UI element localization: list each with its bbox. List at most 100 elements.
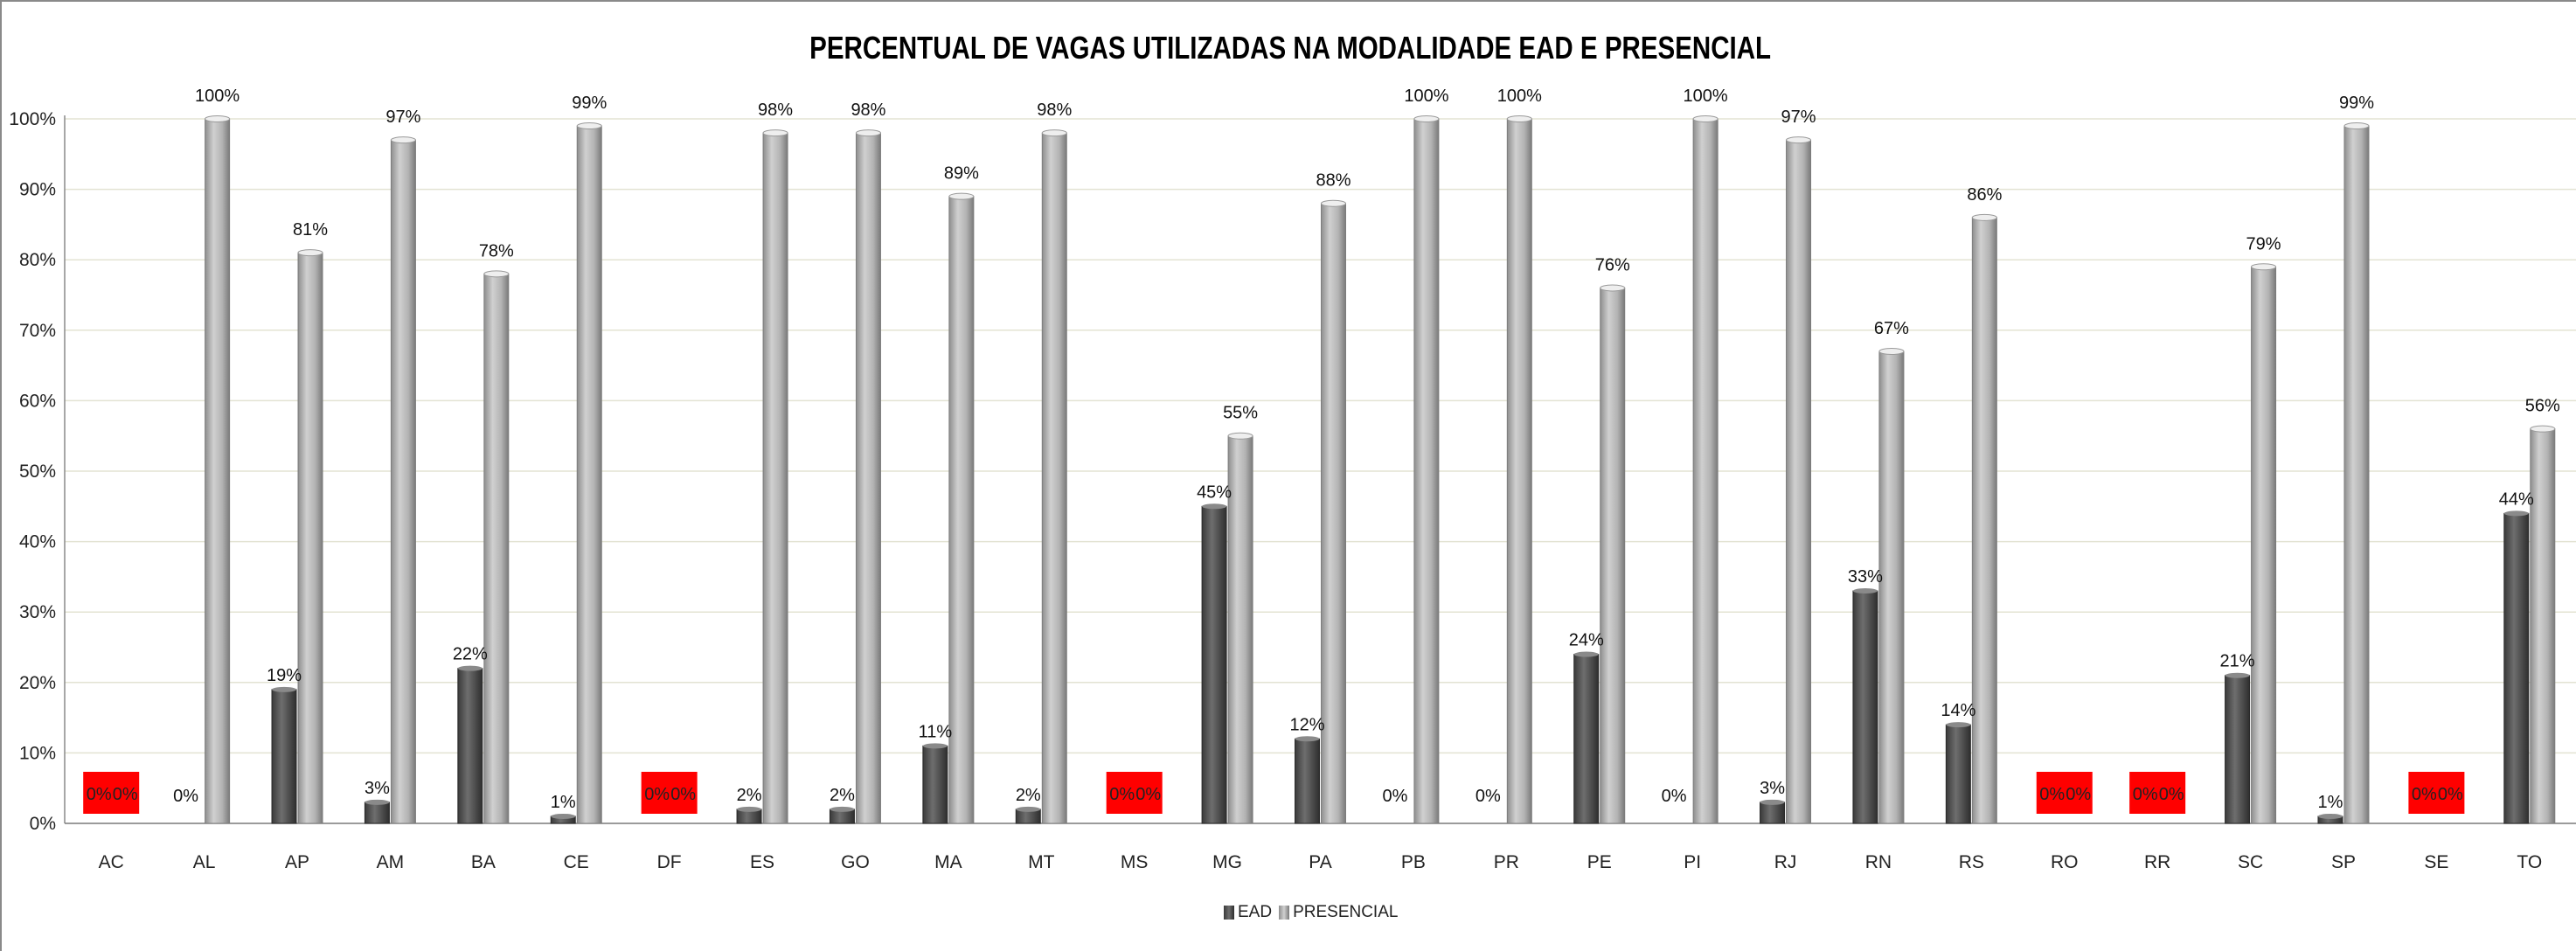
zero-highlight-box — [83, 772, 140, 814]
ead-value-label: 12% — [1289, 715, 1324, 734]
presencial-bar-cap — [762, 129, 788, 137]
ead-bar-cap — [2503, 510, 2529, 517]
ead-bar — [1945, 724, 1971, 824]
ead-value-label: 3% — [1760, 779, 1785, 798]
ead-value-label: 19% — [267, 666, 302, 685]
presencial-bar-cap — [297, 249, 323, 257]
x-tick-label: BA — [471, 852, 496, 872]
zero-highlight-box — [2036, 772, 2093, 814]
presencial-bar — [1600, 287, 1626, 824]
zero-highlight-box — [1106, 772, 1163, 814]
presencial-bar-cap — [2530, 425, 2556, 433]
presencial-value-label: 67% — [1874, 319, 1909, 338]
x-tick-label: AM — [377, 852, 405, 872]
presencial-value-label: 100% — [195, 87, 240, 106]
presencial-bar — [205, 118, 231, 824]
y-tick-label: 20% — [19, 673, 56, 693]
ead-bar — [457, 668, 483, 824]
ead-bar-cap — [365, 799, 390, 805]
ead-bar-cap — [2317, 813, 2343, 819]
presencial-bar-cap — [948, 192, 975, 200]
chart-title: PERCENTUAL DE VAGAS UTILIZADAS NA MODALI… — [809, 30, 1772, 66]
ead-bar-cap — [1295, 736, 1320, 742]
y-tick-label: 50% — [19, 462, 56, 482]
ead-value-label: 0% — [1109, 785, 1135, 804]
presencial-bar — [1321, 203, 1346, 824]
x-tick-label: PE — [1587, 852, 1612, 872]
presencial-bar — [1227, 435, 1253, 824]
x-tick-label: RR — [2144, 852, 2170, 872]
presencial-bar-cap — [1971, 213, 1997, 221]
ead-value-label: 0% — [2133, 785, 2158, 804]
ead-value-label: 2% — [1016, 786, 1041, 805]
x-tick-label: SP — [2331, 852, 2356, 872]
presencial-bar — [2530, 428, 2556, 824]
legend-item-ead: EAD — [1224, 903, 1272, 922]
ead-value-label: 45% — [1197, 482, 1232, 502]
presencial-bar-cap — [483, 270, 510, 278]
presencial-value-label: 100% — [1497, 87, 1542, 106]
ead-bar-cap — [457, 665, 483, 671]
ead-bar-cap — [922, 743, 948, 749]
ead-bar — [1573, 654, 1600, 824]
presencial-bar — [1506, 118, 1532, 824]
x-tick-label: PR — [1494, 852, 1519, 872]
ead-bar — [2225, 675, 2251, 824]
presencial-value-label: 0% — [2159, 785, 2184, 804]
ead-bar-cap — [737, 806, 762, 812]
presencial-value-label: 99% — [2339, 94, 2374, 113]
presencial-bar-cap — [1506, 115, 1532, 122]
x-tick-label: RJ — [1774, 852, 1797, 872]
presencial-bar-cap — [1692, 115, 1718, 122]
presencial-bar — [2251, 266, 2277, 824]
ead-bar — [1852, 590, 1878, 824]
zero-highlight-box — [641, 772, 698, 814]
presencial-value-label: 0% — [2438, 785, 2463, 804]
ead-value-label: 24% — [1569, 631, 1604, 650]
presencial-bar — [390, 139, 416, 824]
ead-bar — [1201, 505, 1227, 824]
y-tick-label: 70% — [19, 321, 56, 341]
ead-bar-cap — [1573, 651, 1599, 657]
ead-bar-cap — [2225, 672, 2250, 678]
ead-value-label: 0% — [2039, 785, 2065, 804]
presencial-bar-cap — [1413, 115, 1440, 122]
ead-value-label: 3% — [365, 779, 390, 798]
x-tick-label: SC — [2238, 852, 2263, 872]
presencial-value-label: 76% — [1595, 255, 1630, 274]
bars — [205, 115, 2556, 824]
ead-value-label: 2% — [830, 786, 855, 805]
ead-bar-cap — [1760, 799, 1785, 805]
y-tick-label: 80% — [19, 250, 56, 270]
presencial-bar-cap — [1227, 432, 1253, 440]
presencial-value-label: 0% — [1135, 785, 1161, 804]
ead-value-label: 0% — [2412, 785, 2437, 804]
presencial-value-label: 97% — [1781, 108, 1816, 127]
presencial-value-label: 100% — [1404, 87, 1448, 106]
x-tick-label: PA — [1309, 852, 1331, 872]
y-tick-label: 10% — [19, 743, 56, 763]
y-tick-label: 30% — [19, 602, 56, 622]
ead-bar — [1295, 738, 1320, 824]
x-tick-label: AL — [193, 852, 216, 872]
x-tick-label: RN — [1865, 852, 1892, 872]
x-tick-label: AC — [99, 852, 124, 872]
ead-value-label: 33% — [1848, 567, 1883, 587]
x-tick-label: ES — [750, 852, 774, 872]
ead-value-label: 21% — [2220, 652, 2255, 671]
ead-bar — [271, 689, 297, 824]
presencial-bar-cap — [1878, 347, 1905, 355]
axes: 0% 10% 20% 30% 40% 50% 60% 70% 80% 90% 100% AC AL AP A… — [9, 109, 2576, 872]
y-tick-label: 90% — [19, 180, 56, 200]
ead-value-label: 0% — [87, 785, 112, 804]
y-tick-label: 0% — [30, 814, 56, 834]
ead-value-label: 1% — [551, 793, 576, 812]
ead-bar — [922, 745, 948, 824]
zero-highlight-box — [2129, 772, 2186, 814]
presencial-value-label: 100% — [1684, 87, 1728, 106]
presencial-value-label: 98% — [1037, 101, 1072, 120]
ead-bar — [1760, 802, 1786, 824]
presencial-value-label: 89% — [944, 164, 979, 184]
x-tick-label: MG — [1212, 852, 1242, 872]
